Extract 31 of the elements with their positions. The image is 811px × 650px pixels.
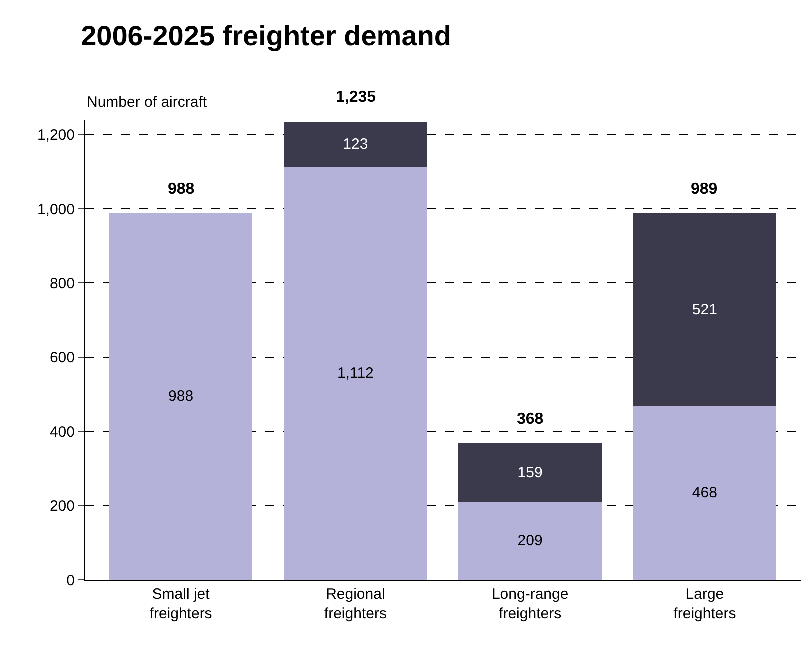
- y-tick-label: 800: [50, 275, 75, 292]
- total-label: 988: [168, 181, 195, 198]
- y-tick-label: 1,200: [37, 127, 75, 144]
- bar: [458, 502, 602, 580]
- x-tick-label: Long-range freighters: [492, 586, 569, 622]
- y-tick-label: 200: [50, 498, 75, 516]
- x-tick-label: Regional freighters: [324, 586, 387, 622]
- data-label: 159: [518, 464, 543, 482]
- bar: [284, 167, 428, 580]
- bar: [633, 406, 777, 580]
- total-label: 368: [517, 411, 544, 428]
- data-label: 209: [518, 532, 543, 550]
- bar: [633, 213, 777, 406]
- total-label: 989: [691, 181, 718, 198]
- chart-title: 2006-2025 freighter demand: [81, 20, 452, 52]
- data-label: 521: [692, 301, 718, 318]
- x-tick-label: Large freighters: [674, 586, 736, 622]
- x-tick-label: Small jet freighters: [150, 586, 212, 622]
- bar: [109, 213, 253, 580]
- y-axis-title: Number of aircraft: [87, 94, 208, 111]
- bar: [284, 122, 428, 168]
- data-label: 123: [343, 136, 368, 154]
- total-label: 1,235: [336, 89, 376, 106]
- bar: [458, 443, 602, 502]
- y-tick-label: 0: [66, 572, 75, 590]
- data-label: 468: [692, 484, 718, 502]
- y-tick-label: 400: [50, 424, 75, 441]
- data-label: 1,112: [337, 365, 374, 382]
- y-tick-label: 1,000: [37, 201, 75, 218]
- data-label: 988: [168, 388, 194, 406]
- y-tick-label: 600: [50, 350, 75, 367]
